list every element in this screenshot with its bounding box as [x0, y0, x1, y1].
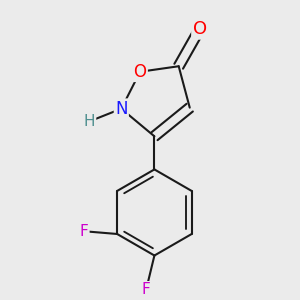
Text: N: N — [115, 100, 128, 118]
Text: F: F — [80, 224, 88, 239]
Text: F: F — [142, 282, 151, 297]
Text: O: O — [193, 20, 207, 38]
Text: H: H — [84, 114, 95, 129]
Text: O: O — [134, 63, 147, 81]
